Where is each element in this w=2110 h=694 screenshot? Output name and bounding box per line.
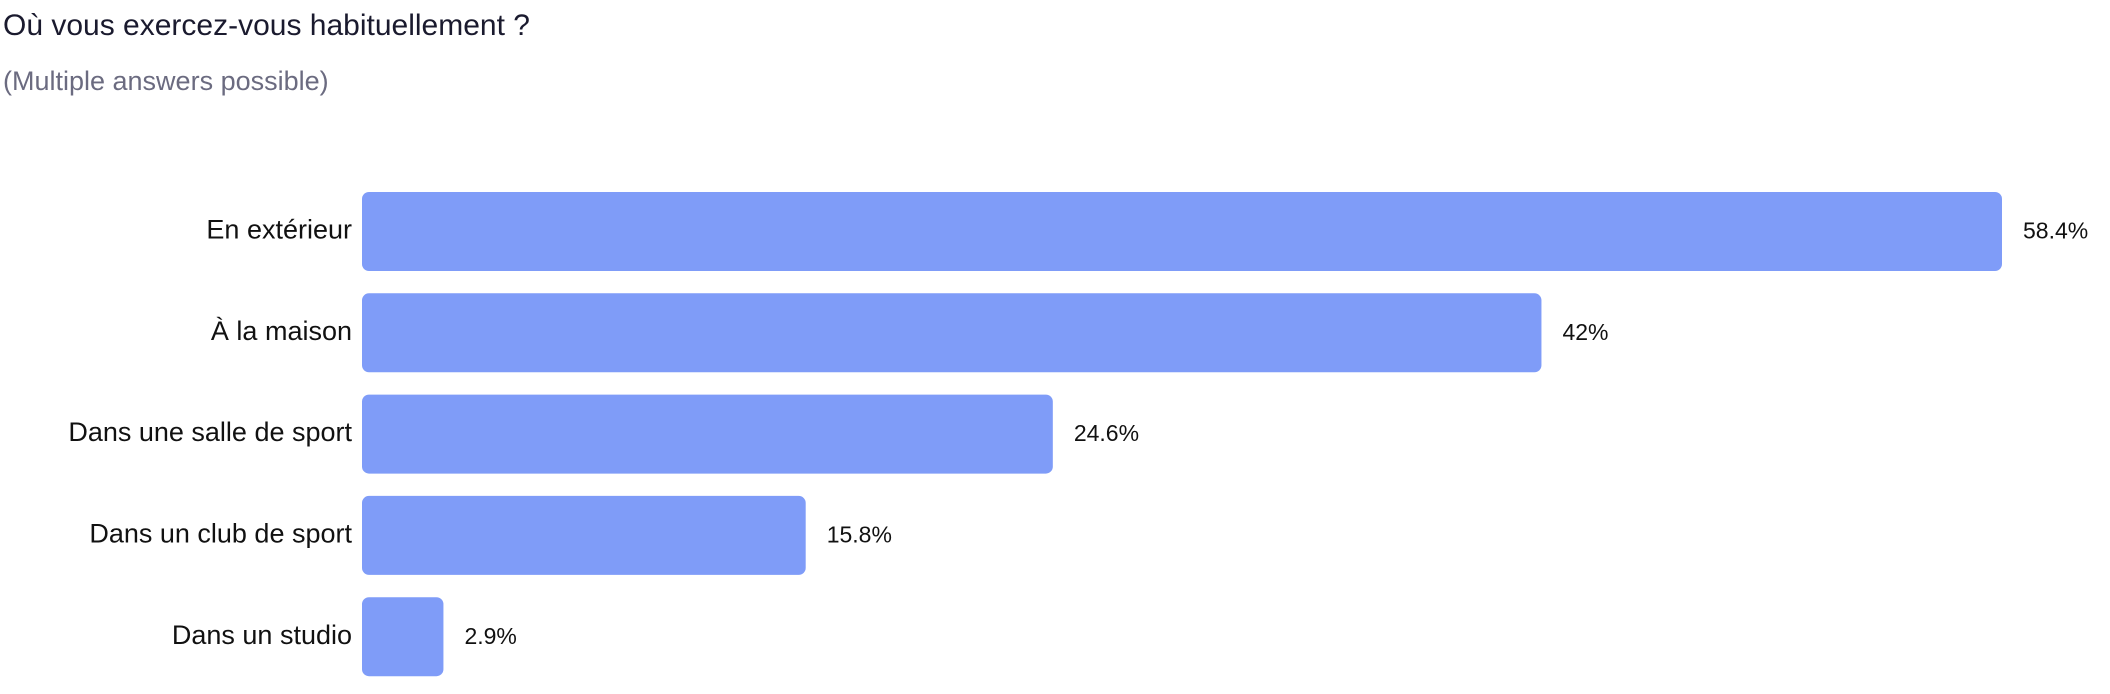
bar [362,192,2002,271]
category-label: Dans un club de sport [89,519,352,549]
value-label: 58.4% [2023,218,2088,244]
category-label: Dans un studio [172,620,352,650]
value-label: 42% [1562,319,1608,345]
category-label: Dans une salle de sport [68,417,352,447]
category-label: En extérieur [206,215,352,245]
category-label: À la maison [211,316,352,346]
bar [362,394,1053,474]
value-label: 2.9% [464,623,516,649]
bar [362,495,806,575]
value-label: 15.8% [827,521,892,547]
bar [362,597,444,677]
value-label: 24.6% [1074,420,1139,446]
chart-subtitle: (Multiple answers possible) [3,66,329,96]
bar [362,293,1542,373]
chart-title: Où vous exercez-vous habituellement ? [3,9,530,42]
